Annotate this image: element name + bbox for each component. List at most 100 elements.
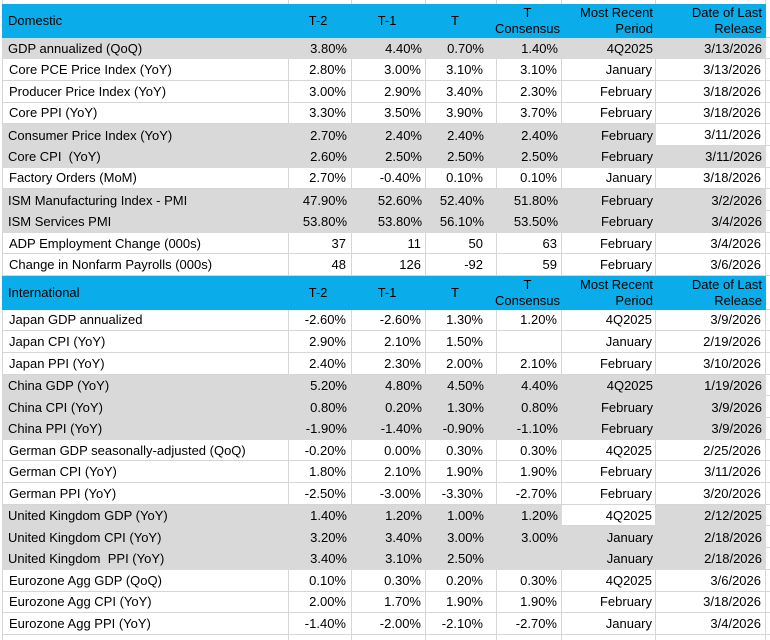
column-header-t2[interactable]: T-2	[289, 4, 352, 38]
cell-consensus-value[interactable]: 63	[497, 232, 562, 255]
cell-most-recent-period[interactable]: February	[562, 352, 656, 375]
cell-indicator-name[interactable]: United Kingdom GDP (YoY)	[2, 504, 289, 527]
cell-consensus-value[interactable]: 2.50%	[497, 145, 562, 168]
cell-t-value[interactable]: 1.90%	[426, 591, 497, 614]
cell-t-value[interactable]: 1.30%	[426, 309, 497, 332]
cell-release-date[interactable]: 2/18/2026	[656, 548, 766, 570]
column-header-t1[interactable]: T-1	[352, 276, 426, 310]
cell-consensus-value[interactable]: -1.10%	[497, 418, 562, 440]
cell-t-value[interactable]: -2.10%	[426, 613, 497, 635]
cell-t-value[interactable]: 2.50%	[426, 145, 497, 168]
cell-indicator-name[interactable]: Consumer Price Index (YoY)	[2, 124, 289, 146]
cell-indicator-name[interactable]: Change in Nonfarm Payrolls (000s)	[2, 254, 289, 277]
cell-most-recent-period[interactable]: 4Q2025	[562, 309, 656, 332]
cell-t1-value[interactable]: -2.60%	[352, 309, 426, 332]
cell-t1-value[interactable]: 2.10%	[352, 331, 426, 353]
cell-consensus-value[interactable]: 4.40%	[497, 374, 562, 397]
column-header-consensus[interactable]: T Consensus	[495, 276, 562, 310]
cell-t-value[interactable]: 1.00%	[426, 504, 497, 527]
cell-consensus-value[interactable]: 3.70%	[497, 102, 562, 125]
cell-most-recent-period[interactable]: January	[562, 331, 656, 353]
section-title-cell[interactable]: International	[2, 276, 289, 310]
cell-t-value[interactable]: 3.40%	[426, 80, 497, 103]
cell-indicator-name[interactable]: ISM Services PMI	[2, 211, 289, 233]
cell-t2-value[interactable]: 2.90%	[289, 331, 352, 353]
cell-t1-value[interactable]: 3.50%	[352, 102, 426, 125]
cell-t-value[interactable]: -92	[426, 254, 497, 277]
cell-t1-value[interactable]: 3.10%	[352, 548, 426, 570]
cell-most-recent-period[interactable]: January	[562, 167, 656, 190]
cell-consensus-value[interactable]	[497, 331, 562, 353]
cell-release-date[interactable]: 2/25/2026	[656, 439, 766, 462]
cell-consensus-value[interactable]: 1.20%	[497, 309, 562, 332]
cell-most-recent-period[interactable]: February	[562, 396, 656, 418]
cell-consensus-value[interactable]: 3.10%	[497, 59, 562, 81]
cell-t-value[interactable]: 50	[426, 232, 497, 255]
cell-t2-value[interactable]: 3.30%	[289, 102, 352, 125]
cell-t1-value[interactable]: -1.40%	[352, 418, 426, 440]
cell-t-value[interactable]: 2.50%	[426, 548, 497, 570]
cell-t-value[interactable]: 2.00%	[426, 352, 497, 375]
cell-indicator-name[interactable]: German CPI (YoY)	[2, 461, 289, 484]
column-header-t[interactable]: T	[426, 4, 497, 38]
cell-indicator-name[interactable]: GDP annualized (QoQ)	[2, 37, 289, 60]
cell-consensus-value[interactable]: 3.00%	[497, 526, 562, 549]
cell-release-date[interactable]: 3/11/2026	[656, 145, 766, 168]
cell-consensus-value[interactable]: -2.70%	[497, 483, 562, 505]
cell-t-value[interactable]: 1.90%	[426, 461, 497, 484]
cell-t2-value[interactable]: -2.50%	[289, 483, 352, 505]
cell-release-date[interactable]: 3/9/2026	[656, 309, 766, 332]
cell-release-date[interactable]: 3/9/2026	[656, 396, 766, 418]
cell-most-recent-period[interactable]: February	[562, 418, 656, 440]
column-header-most-recent-period[interactable]: Most Recent Period	[562, 4, 656, 38]
cell-t-value[interactable]: 4.50%	[426, 374, 497, 397]
cell-consensus-value[interactable]: 2.40%	[497, 124, 562, 146]
cell-t2-value[interactable]: 0.10%	[289, 569, 352, 592]
cell-t2-value[interactable]: 3.20%	[289, 526, 352, 549]
cell-t2-value[interactable]: 3.00%	[289, 80, 352, 103]
cell-release-date[interactable]: 3/11/2026	[656, 461, 766, 484]
cell-consensus-value[interactable]: 0.30%	[497, 569, 562, 592]
cell-t-value[interactable]: 2.40%	[426, 124, 497, 146]
cell-consensus-value[interactable]: 2.30%	[497, 80, 562, 103]
cell-t1-value[interactable]: -2.00%	[352, 613, 426, 635]
column-header-t1[interactable]: T-1	[352, 4, 426, 38]
cell-t2-value[interactable]: 3.80%	[289, 37, 352, 60]
cell-t2-value[interactable]: -1.90%	[289, 418, 352, 440]
cell-indicator-name[interactable]: Eurozone Agg GDP (QoQ)	[2, 569, 289, 592]
cell-t1-value[interactable]: 0.30%	[352, 569, 426, 592]
cell-t2-value[interactable]: 37	[289, 232, 352, 255]
cell-t2-value[interactable]: 1.40%	[289, 504, 352, 527]
cell-most-recent-period[interactable]: February	[562, 80, 656, 103]
cell-t1-value[interactable]: 4.80%	[352, 374, 426, 397]
cell-t-value[interactable]: 3.10%	[426, 59, 497, 81]
cell-t2-value[interactable]: 48	[289, 254, 352, 277]
column-header-date-of-last-release[interactable]: Date of Last Release	[656, 4, 766, 38]
cell-indicator-name[interactable]: German PPI (YoY)	[2, 483, 289, 505]
cell-release-date[interactable]: 2/18/2026	[656, 526, 766, 549]
cell-t-value[interactable]: 56.10%	[426, 211, 497, 233]
cell-most-recent-period[interactable]: February	[562, 211, 656, 233]
cell-t1-value[interactable]: 1.70%	[352, 591, 426, 614]
cell-release-date[interactable]: 3/11/2026	[656, 124, 766, 146]
cell-indicator-name[interactable]: China GDP (YoY)	[2, 374, 289, 397]
cell-t1-value[interactable]: 2.30%	[352, 352, 426, 375]
cell-t2-value[interactable]: 5.20%	[289, 374, 352, 397]
cell-t2-value[interactable]: 1.80%	[289, 461, 352, 484]
cell-indicator-name[interactable]: China CPI (YoY)	[2, 396, 289, 418]
cell-release-date[interactable]: 3/9/2026	[656, 418, 766, 440]
cell-t2-value[interactable]: 0.80%	[289, 396, 352, 418]
cell-t1-value[interactable]: 2.40%	[352, 124, 426, 146]
cell-release-date[interactable]: 3/4/2026	[656, 232, 766, 255]
cell-most-recent-period[interactable]: February	[562, 189, 656, 211]
cell-consensus-value[interactable]: 1.90%	[497, 461, 562, 484]
cell-t1-value[interactable]: 2.50%	[352, 145, 426, 168]
column-header-consensus[interactable]: T Consensus	[495, 4, 562, 38]
cell-t2-value[interactable]: 2.40%	[289, 352, 352, 375]
cell-consensus-value[interactable]	[497, 548, 562, 570]
cell-indicator-name[interactable]: Eurozone Agg PPI (YoY)	[2, 613, 289, 635]
cell-t2-value[interactable]: -0.20%	[289, 439, 352, 462]
cell-t2-value[interactable]: 2.80%	[289, 59, 352, 81]
cell-release-date[interactable]: 3/18/2026	[656, 102, 766, 125]
cell-consensus-value[interactable]: 1.40%	[497, 37, 562, 60]
